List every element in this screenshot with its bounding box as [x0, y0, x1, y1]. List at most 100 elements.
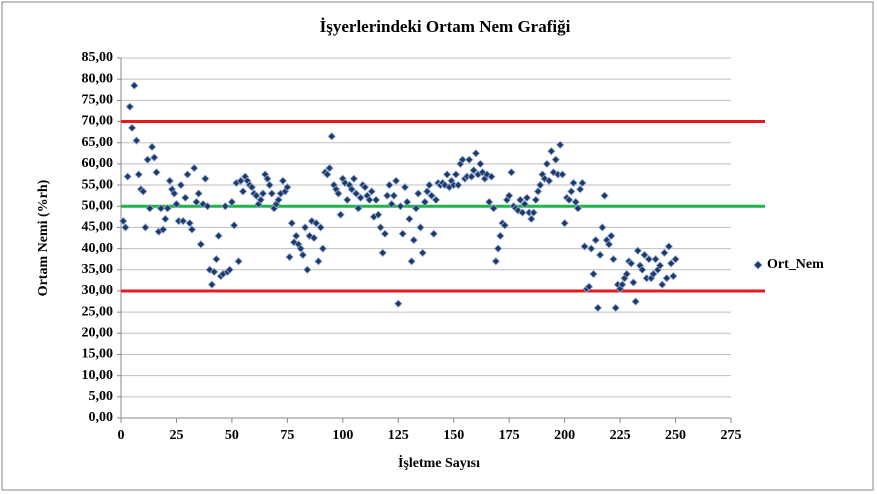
legend-label: Ort_Nem: [767, 257, 824, 272]
scatter-point: [214, 231, 223, 241]
scatter-point: [429, 229, 438, 238]
x-tick-label: 150: [443, 428, 464, 443]
scatter-point: [398, 229, 407, 238]
scatter-point: [618, 280, 627, 289]
scatter-point: [558, 170, 567, 179]
scatter-point: [163, 204, 172, 213]
scatter-point: [578, 178, 587, 188]
scatter-point: [633, 246, 643, 255]
scatter-point: [360, 183, 370, 192]
scatter-point: [405, 214, 414, 224]
scatter-point: [567, 187, 576, 196]
y-tick-label: 80,00: [82, 71, 114, 86]
scatter-point: [607, 231, 616, 241]
scatter-point: [655, 261, 665, 270]
scatter-point: [274, 195, 283, 205]
scatter-point: [181, 193, 190, 202]
x-axis-label: İşletme Sayısı: [398, 454, 480, 471]
scatter-point: [564, 195, 574, 205]
scatter-point: [638, 265, 647, 274]
scatter-point: [587, 244, 596, 253]
scatter-point: [365, 195, 374, 205]
scatter-point: [529, 208, 538, 217]
scatter-point: [156, 204, 166, 213]
scatter-point: [121, 223, 130, 232]
y-tick-label: 50,00: [82, 198, 114, 213]
y-tick-label: 40,00: [82, 241, 114, 256]
scatter-point: [170, 189, 179, 198]
x-tick-label: 250: [665, 428, 686, 443]
scatter-point: [485, 197, 494, 207]
scatter-point: [325, 163, 334, 173]
scatter-point: [123, 172, 132, 181]
scatter-point: [376, 223, 385, 232]
scatter-point: [258, 189, 268, 198]
scatter-point: [400, 183, 410, 192]
scatter-point: [207, 280, 217, 289]
x-tick-label: 100: [332, 428, 353, 443]
scatter-point: [203, 202, 212, 211]
scatter-point: [303, 265, 312, 274]
y-tick-label: 0,00: [89, 410, 114, 425]
scatter-point: [312, 219, 321, 228]
scatter-point: [542, 159, 552, 169]
scatter-point: [591, 235, 600, 245]
scatter-point: [394, 299, 403, 308]
y-axis-label: Ortam Nemi (%rh): [36, 179, 51, 296]
scatter-point: [507, 168, 516, 177]
scatter-point: [465, 155, 474, 164]
scatter-point: [453, 180, 463, 190]
scatter-point: [420, 197, 430, 207]
scatter-point: [595, 250, 605, 260]
y-tick-label: 75,00: [82, 93, 114, 108]
scatter-point: [278, 176, 288, 185]
scatter-point: [580, 242, 589, 251]
scatter-point: [487, 172, 496, 181]
scatter-point: [256, 195, 265, 205]
scatter-point: [644, 255, 654, 264]
scatter-point: [467, 172, 476, 181]
scatter-point: [575, 185, 585, 194]
scatter-point: [518, 208, 527, 217]
scatter-point: [225, 265, 234, 274]
scatter-point: [125, 102, 135, 111]
scatter-point: [234, 257, 243, 266]
scatter-point: [396, 202, 405, 211]
scatter-point: [172, 199, 181, 209]
scatter-point: [516, 195, 525, 205]
scatter-point: [134, 170, 143, 179]
scatter-point: [307, 216, 316, 226]
scatter-point: [600, 191, 609, 200]
scatter-point: [427, 191, 436, 200]
scatter-point: [119, 216, 128, 226]
scatter-point: [383, 191, 392, 200]
scatter-point: [662, 274, 671, 283]
scatter-point: [536, 180, 545, 190]
y-tick-label: 45,00: [82, 220, 114, 235]
scatter-point: [334, 189, 343, 198]
y-tick-label: 65,00: [82, 135, 114, 150]
scatter-point: [367, 187, 376, 196]
scatter-point: [547, 147, 556, 156]
scatter-point: [165, 176, 174, 185]
scatter-point: [161, 214, 170, 224]
scatter-point: [263, 174, 272, 183]
scatter-point: [531, 195, 540, 205]
scatter-point: [560, 219, 569, 228]
y-tick-label: 35,00: [82, 262, 114, 277]
y-tick-label: 30,00: [82, 283, 114, 298]
scatter-point: [496, 231, 505, 241]
scatter-point: [569, 178, 578, 188]
scatter-point: [478, 168, 487, 177]
x-tick-label: 75: [280, 428, 294, 443]
scatter-point: [664, 242, 674, 251]
y-tick-label: 10,00: [82, 368, 114, 383]
scatter-point: [391, 176, 401, 185]
scatter-point: [551, 155, 560, 164]
scatter-point: [584, 282, 594, 291]
scatter-point: [649, 269, 658, 279]
x-tick-label: 175: [499, 428, 520, 443]
scatter-point: [402, 197, 412, 207]
y-tick-label: 20,00: [82, 326, 114, 341]
